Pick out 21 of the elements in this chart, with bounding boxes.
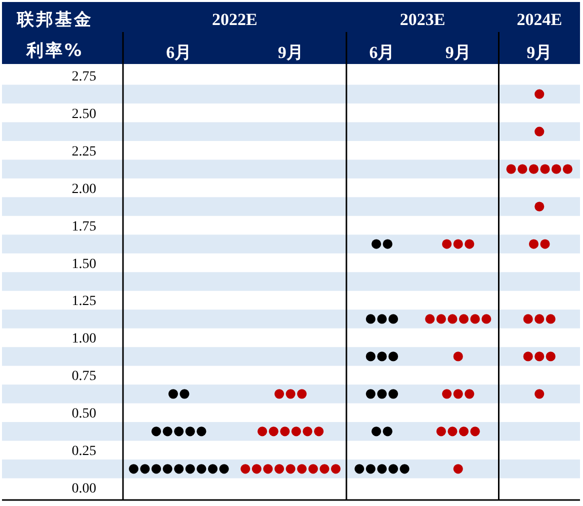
y-tick-label: 1.50 <box>72 256 96 272</box>
y-tick-label: 0.25 <box>72 444 96 460</box>
chart-title: 2023E <box>400 10 446 29</box>
y-axis-title: 联邦基金利率% <box>16 10 93 61</box>
y-tick-label: 0.00 <box>72 482 96 497</box>
chart-title: 2022E <box>212 10 258 29</box>
y-tick-label: 1.00 <box>72 332 96 347</box>
x-tick-label: 6月 <box>369 43 395 62</box>
y-tick-label: 1.75 <box>72 219 96 234</box>
x-tick-label: 9月 <box>278 43 304 62</box>
x-tick-label: 9月 <box>526 43 552 62</box>
x-tick-label: 6月 <box>166 43 192 62</box>
y-tick-label: 2.00 <box>72 182 96 197</box>
y-tick-label: 2.50 <box>72 106 96 122</box>
y-tick-label: 2.75 <box>72 69 96 84</box>
y-tick-label: 0.75 <box>72 369 96 384</box>
x-tick-label: 9月 <box>445 43 471 62</box>
y-tick-label: 2.25 <box>72 144 96 160</box>
chart-title: 2024E <box>516 10 562 29</box>
y-tick-label: 0.50 <box>72 406 96 422</box>
y-tick-label: 1.25 <box>72 294 96 310</box>
